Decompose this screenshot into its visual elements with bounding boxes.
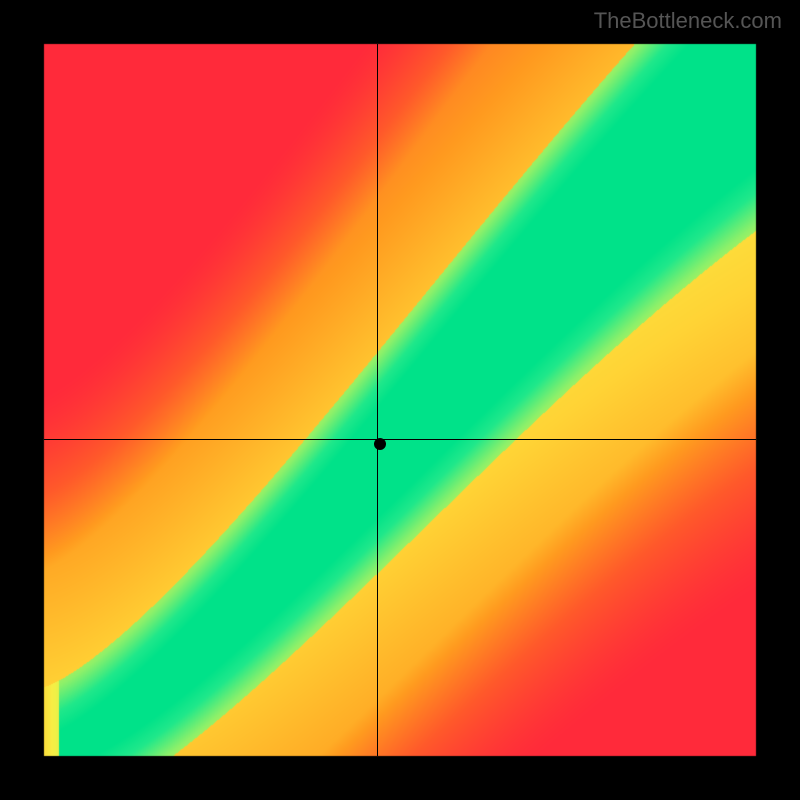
heatmap-canvas	[0, 0, 800, 800]
crosshair-horizontal	[44, 439, 756, 440]
crosshair-vertical	[377, 44, 378, 756]
data-point-marker	[374, 438, 386, 450]
watermark-text: TheBottleneck.com	[594, 8, 782, 34]
